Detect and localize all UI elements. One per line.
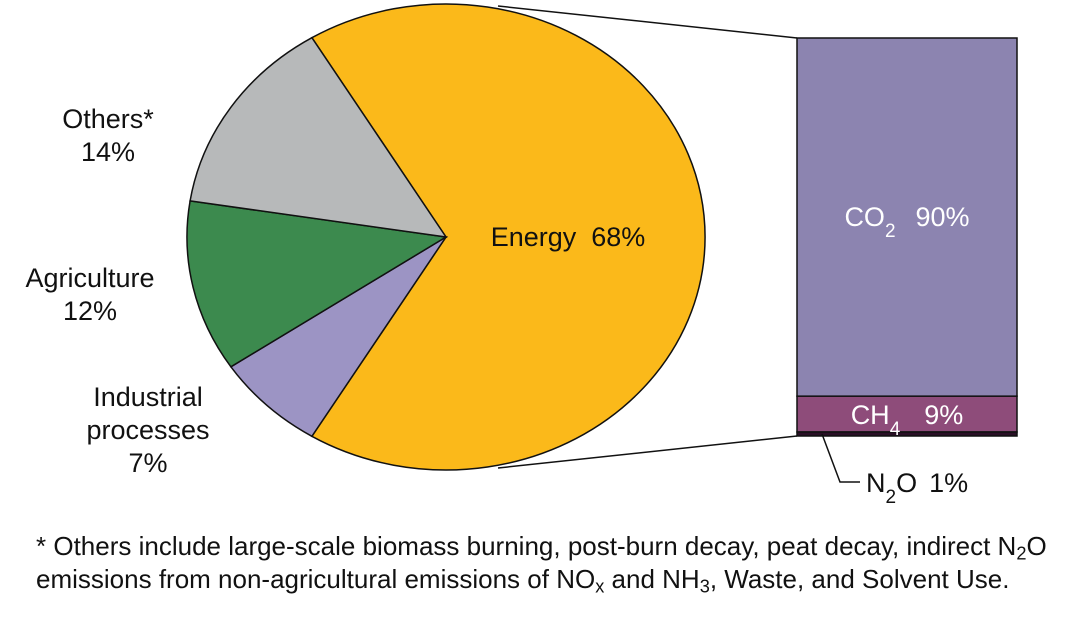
footnote: * Others include large-scale biomass bur… bbox=[36, 531, 1047, 597]
pie-label-others: Others* 14% bbox=[62, 104, 154, 167]
emissions-chart: Energy 68% Industrial processes 7% Agricultu… bbox=[25, 3, 1018, 508]
pie-label-energy: Energy 68% bbox=[491, 222, 646, 252]
pie-chart bbox=[186, 3, 706, 471]
bar-segment-ch4 bbox=[796, 395, 1018, 433]
pie-slice-agriculture bbox=[186, 200, 449, 368]
bar-segment-co2 bbox=[796, 37, 1018, 397]
bar-segment-n2o bbox=[796, 431, 1018, 437]
pie-label-industrial-processes: Industrial processes 7% bbox=[86, 382, 209, 478]
connector-bottom bbox=[497, 435, 798, 469]
bar-label-ch4: CH4 9% bbox=[851, 400, 964, 440]
bar-label-co2: CO2 90% bbox=[844, 202, 969, 242]
connector-top bbox=[497, 5, 798, 39]
pie-label-agriculture: Agriculture 12% bbox=[25, 263, 154, 326]
connector-lines bbox=[497, 5, 798, 469]
stacked-bar bbox=[796, 37, 1018, 437]
pie-slice-others bbox=[189, 36, 448, 238]
pie-slice-energy bbox=[310, 3, 706, 471]
pie-slice-industrial-processes bbox=[229, 236, 447, 438]
bar-label-n2o: N2O 1% bbox=[866, 468, 968, 508]
chart-labels: Energy 68% Industrial processes 7% Agricultu… bbox=[25, 104, 969, 508]
n2o-leader-line bbox=[821, 433, 860, 483]
